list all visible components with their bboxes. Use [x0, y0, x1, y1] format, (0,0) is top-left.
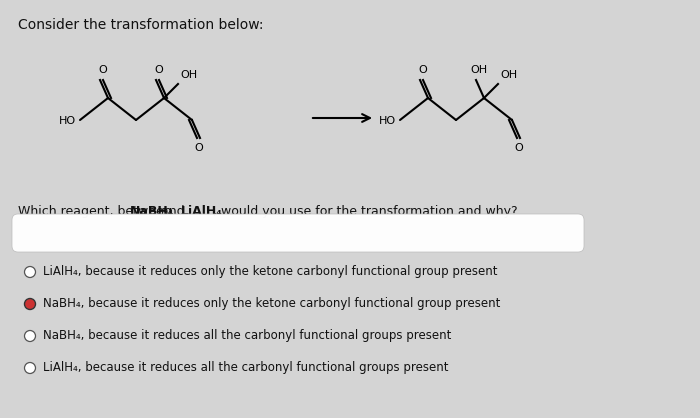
Text: LiAlH₄, because it reduces all the carbonyl functional groups present: LiAlH₄, because it reduces all the carbo…: [43, 362, 449, 375]
Text: O: O: [514, 143, 524, 153]
Text: OH: OH: [470, 65, 488, 75]
Text: O: O: [419, 65, 428, 75]
Text: OH: OH: [180, 70, 197, 80]
Circle shape: [25, 331, 34, 341]
Text: Which reagent, between: Which reagent, between: [18, 205, 176, 218]
Text: LiAlH₄: LiAlH₄: [181, 205, 223, 218]
FancyArrowPatch shape: [313, 114, 370, 122]
Text: HO: HO: [59, 116, 76, 126]
Text: NaBH₄: NaBH₄: [130, 205, 174, 218]
Text: and: and: [157, 205, 188, 218]
Text: O: O: [195, 143, 204, 153]
Text: , would you use for the transformation and why?: , would you use for the transformation a…: [214, 205, 518, 218]
Text: Consider the transformation below:: Consider the transformation below:: [18, 18, 263, 32]
FancyBboxPatch shape: [12, 214, 584, 252]
Text: LiAlH₄, because it reduces only the ketone carbonyl functional group present: LiAlH₄, because it reduces only the keto…: [43, 265, 498, 278]
Text: NaBH₄, because it reduces only the ketone carbonyl functional group present: NaBH₄, because it reduces only the keton…: [43, 298, 500, 311]
Circle shape: [25, 268, 34, 276]
Text: O: O: [99, 65, 107, 75]
Text: OH: OH: [500, 70, 517, 80]
Circle shape: [25, 364, 34, 372]
Text: HO: HO: [379, 116, 396, 126]
Text: O: O: [155, 65, 163, 75]
Circle shape: [25, 300, 34, 308]
Text: NaBH₄, because it reduces all the carbonyl functional groups present: NaBH₄, because it reduces all the carbon…: [43, 329, 452, 342]
